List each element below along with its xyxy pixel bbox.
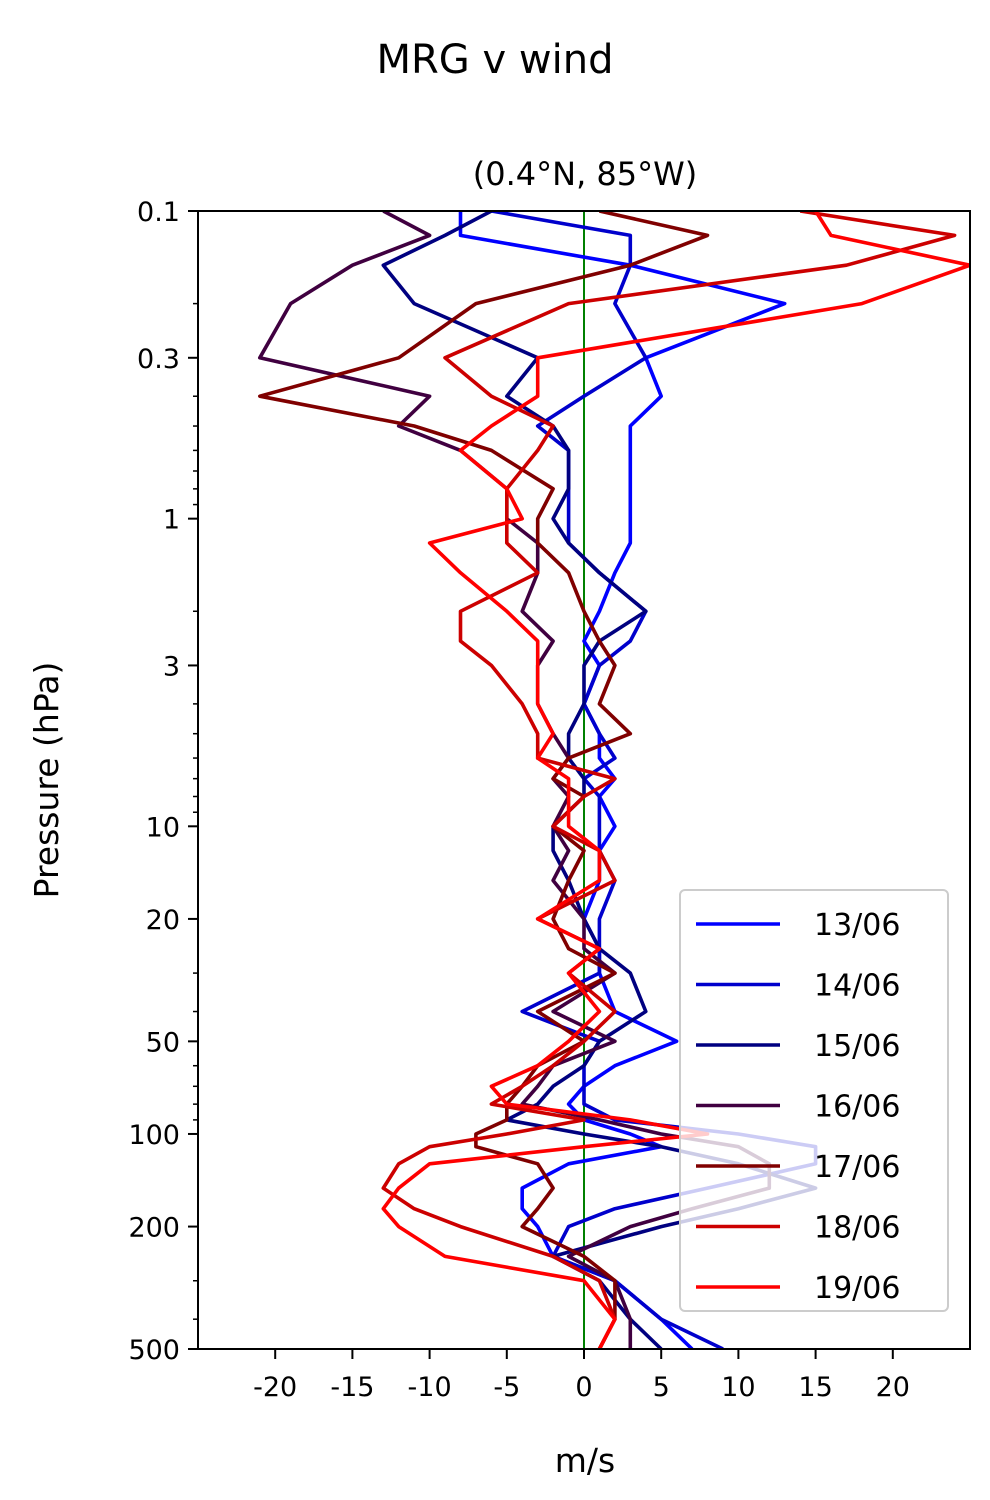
y-tick-label: 3: [163, 651, 180, 682]
legend-label: 13/06: [814, 908, 900, 943]
legend-label: 16/06: [814, 1090, 900, 1125]
x-tick-label: 0: [575, 1372, 592, 1403]
legend-label: 17/06: [814, 1150, 900, 1185]
series-group: [257, 211, 970, 1349]
y-tick-label: 500: [128, 1335, 180, 1366]
x-tick-label: 5: [653, 1372, 670, 1403]
y-axis-label: Pressure (hPa): [27, 662, 66, 899]
y-tick-label: 0.3: [137, 344, 180, 375]
y-tick-label: 1: [163, 505, 180, 536]
x-tick-label: -15: [330, 1372, 374, 1403]
x-tick-label: 10: [721, 1372, 755, 1403]
x-tick-label: 20: [876, 1372, 910, 1403]
x-tick-label: -20: [253, 1372, 297, 1403]
plot-area: -20 -15 -10 -5 0 5 10 15 20 0.1 0.3 1 3 10 20 50 100 200 5…: [128, 197, 971, 1403]
y-tick-label: 0.1: [137, 197, 180, 228]
series-line-6: [381, 211, 970, 1349]
chart-title: MRG v wind: [377, 37, 614, 83]
series-line-4: [257, 211, 710, 1349]
y-tick-label: 50: [146, 1027, 180, 1058]
y-tick-label: 100: [128, 1120, 180, 1151]
x-tick-label: -5: [493, 1372, 520, 1403]
legend-box: [679, 889, 949, 1312]
series-line-5: [381, 211, 957, 1349]
y-tick-label: 20: [146, 905, 180, 936]
legend-label: 19/06: [814, 1271, 900, 1306]
x-tick-label: -10: [408, 1372, 452, 1403]
legend: 13/06 14/06 15/06 16/06 17/06 18/06 19/06: [679, 889, 949, 1312]
series-line-0: [458, 211, 787, 1349]
y-tick-label: 200: [128, 1213, 180, 1244]
chart-subtitle: (0.4°N, 85°W): [473, 155, 698, 193]
y-tick-label: 10: [146, 812, 180, 843]
legend-label: 18/06: [814, 1211, 900, 1246]
legend-label: 15/06: [814, 1029, 900, 1064]
legend-label: 14/06: [814, 969, 900, 1004]
x-axis-label: m/s: [555, 1441, 615, 1480]
x-tick-label: 15: [798, 1372, 832, 1403]
